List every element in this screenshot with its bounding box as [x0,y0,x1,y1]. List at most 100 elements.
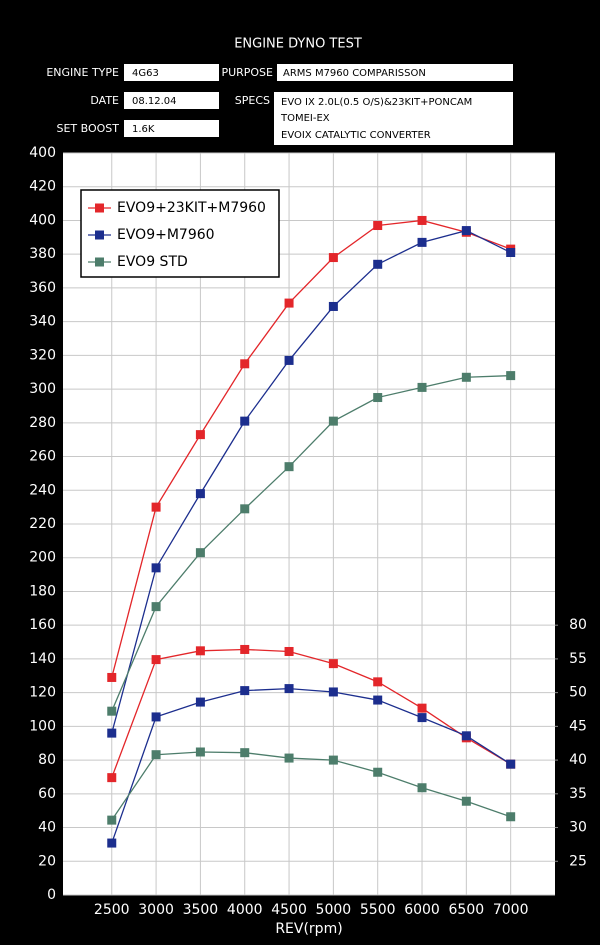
y2-tick-label: 50 [569,685,587,701]
field-value: EVO IX 2.0L(0.5 O/S)&23KIT+PONCAM [281,97,472,108]
data-point [284,753,294,763]
data-point [284,298,294,308]
x-tick-label: 4500 [271,902,307,918]
x-tick-label: 2500 [94,902,130,918]
data-point [151,563,161,573]
y2-tick-label: 25 [569,853,587,869]
data-point [195,489,205,499]
x-axis-label: REV(rpm) [275,921,342,937]
data-point [151,655,161,665]
data-point [284,684,294,694]
y-tick-label: 160 [29,617,56,633]
field-box [124,64,219,81]
series-line [111,229,511,734]
field-box [124,92,219,109]
legend-marker [95,257,104,267]
y-tick-label: 120 [29,685,56,701]
data-point [373,695,383,705]
field-label: ENGINE TYPE [46,66,119,79]
data-point [107,838,117,848]
data-point [151,602,161,612]
field-value: 08.12.04 [132,96,177,107]
data-point [328,755,338,765]
data-point [284,355,294,365]
y-tick-label: 200 [29,550,56,566]
data-point [195,430,205,440]
y2-tick-label: 80 [569,617,587,633]
field-label: PURPOSE [221,66,273,79]
y2-tick-label: 35 [569,786,587,802]
field-label: DATE [90,94,119,107]
data-point [107,773,117,783]
data-point [240,748,250,758]
series-line [111,374,511,712]
data-point [461,731,471,741]
x-tick-label: 6000 [404,902,440,918]
data-point [373,259,383,269]
field-value: 1.6K [132,124,155,135]
data-point [107,706,117,716]
data-point [195,646,205,656]
data-point [195,697,205,707]
y-tick-label: 100 [29,718,56,734]
y-tick-label: 180 [29,583,56,599]
field-box [274,92,513,145]
y2-tick-label: 40 [569,752,587,768]
page-title: ENGINE DYNO TEST [234,37,362,52]
data-point [417,713,427,723]
legend-label: EVO9+23KIT+M7960 [117,200,266,216]
data-point [461,372,471,382]
data-point [506,247,516,257]
y-tick-label: 360 [29,280,56,296]
field-value: EVOIX CATALYTIC CONVERTER [281,130,431,141]
data-point [417,215,427,225]
y2-tick-label: 55 [569,651,587,667]
data-point [284,646,294,656]
data-point [506,759,516,769]
y-tick-label: 260 [29,449,56,465]
y-tick-label: 400 [29,212,56,228]
y-tick-label: 240 [29,482,56,498]
data-point [417,703,427,713]
y-tick-label: 220 [29,516,56,532]
legend-label: EVO9 STD [117,254,188,270]
series-line [111,751,511,821]
x-tick-label: 7000 [493,902,529,918]
data-point [107,672,117,682]
x-tick-label: 3500 [183,902,219,918]
data-point [240,686,250,696]
field-box [277,64,513,81]
data-point [417,237,427,247]
legend-label: EVO9+M7960 [117,227,215,243]
data-point [506,371,516,381]
legend-marker [95,230,104,240]
data-point [107,728,117,738]
data-point [240,644,250,654]
data-point [240,504,250,514]
series-line [111,648,512,778]
x-tick-label: 4000 [227,902,263,918]
data-point [284,462,294,472]
series-line [111,687,512,844]
y-tick-label: 300 [29,381,56,397]
y-tick-label: 40 [38,820,56,836]
data-point [417,783,427,793]
data-point [328,416,338,426]
y-tick-label: 400 [29,145,56,161]
y2-tick-label: 30 [569,820,587,836]
y-tick-label: 280 [29,415,56,431]
legend-box [80,189,280,278]
x-tick-label: 5000 [316,902,352,918]
x-tick-label: 6500 [449,902,485,918]
field-value: ARMS M7960 COMPARISSON [283,68,426,79]
series-line [111,219,511,678]
legend-marker [95,203,104,213]
data-point [328,687,338,697]
data-point [328,301,338,311]
y-tick-label: 140 [29,651,56,667]
data-point [151,502,161,512]
y-tick-label: 60 [38,786,56,802]
y-tick-label: 380 [29,246,56,262]
data-point [461,226,471,236]
data-point [151,750,161,760]
